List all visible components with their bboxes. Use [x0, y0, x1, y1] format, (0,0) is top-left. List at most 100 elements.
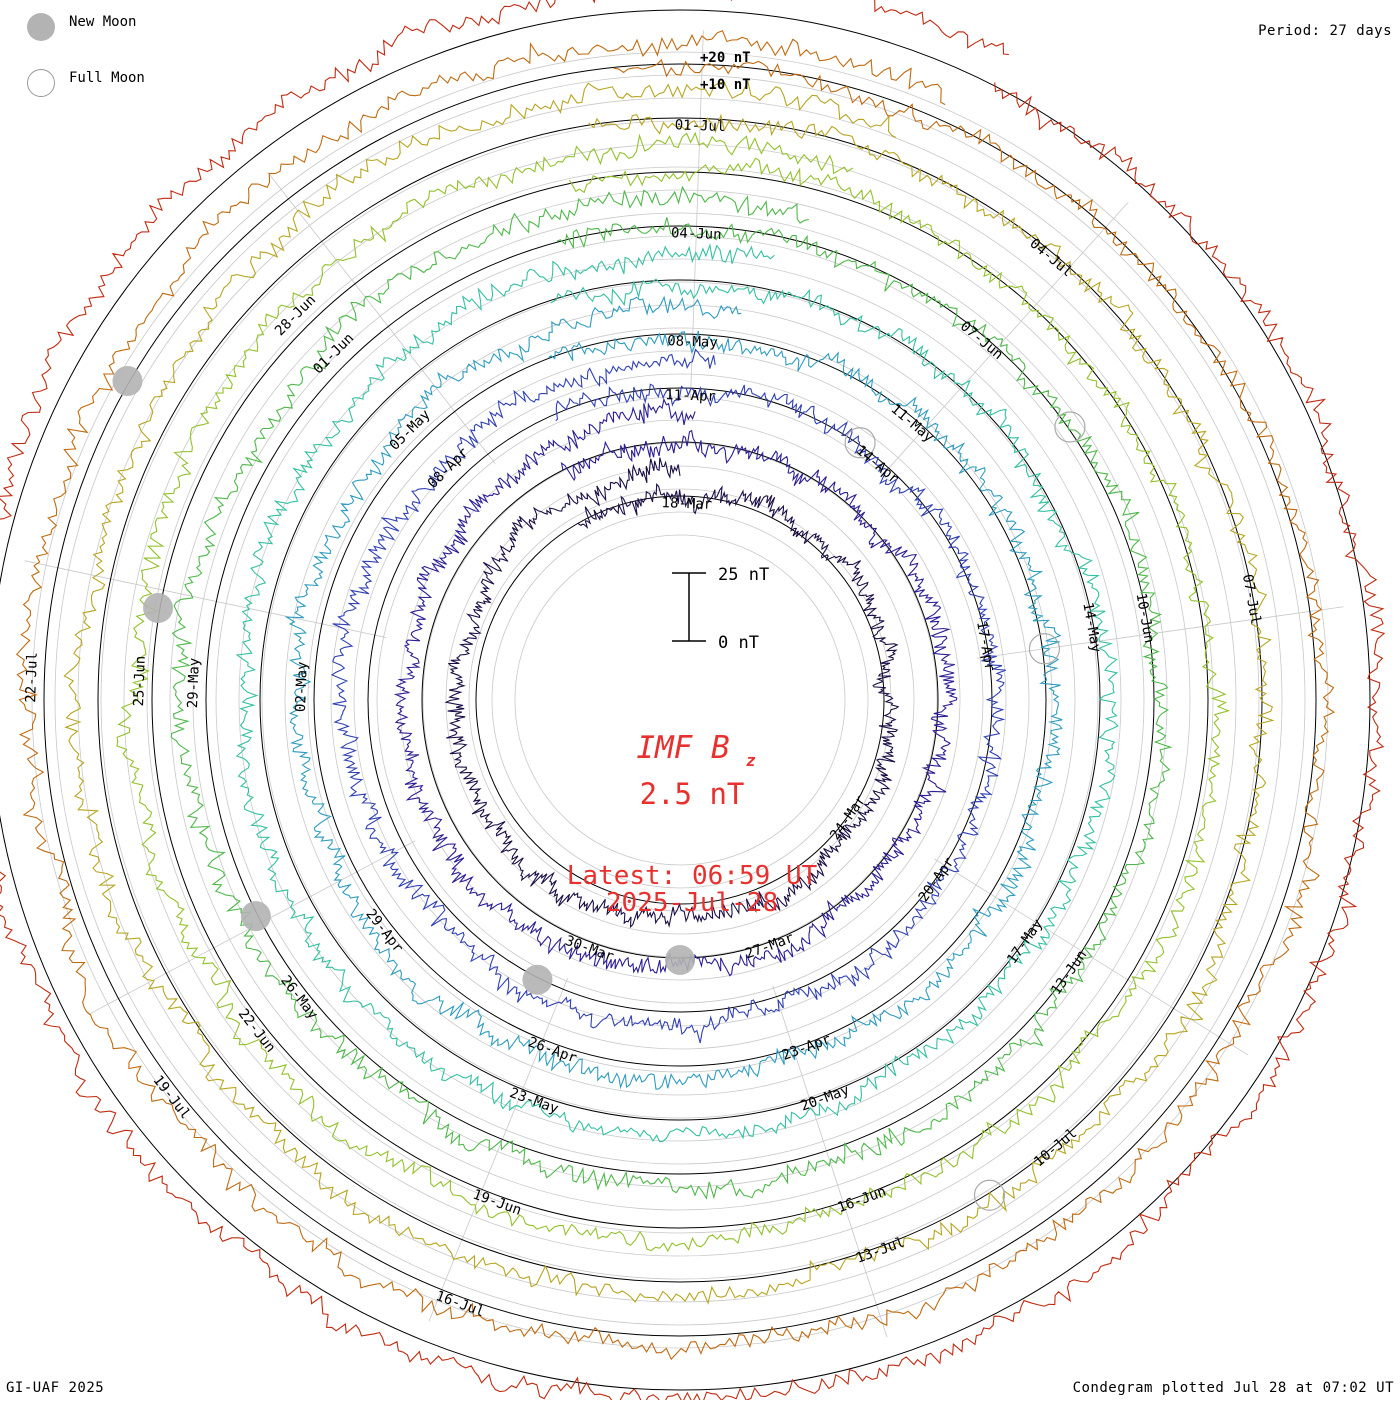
- date-label: 22-Jul: [23, 652, 41, 703]
- date-label: 08-Apr: [425, 445, 472, 492]
- grid-ring: [215, 235, 1145, 1165]
- grid-ring: [399, 419, 961, 981]
- date-label: 05-May: [387, 407, 434, 454]
- grid-ring: [238, 258, 1122, 1142]
- date-label: 18-Mar: [661, 495, 712, 513]
- zero-ring: [367, 387, 993, 1013]
- date-label: 07-Jun: [957, 318, 1006, 363]
- grid-ring: [445, 465, 915, 935]
- grid-spoke: [977, 606, 1344, 659]
- grid-spoke: [880, 201, 1129, 478]
- center-title: IMF B z 2.5 nT Latest: 06:59 UT 2025-Jul…: [567, 730, 818, 918]
- grid-ring: [100, 120, 1260, 1280]
- zero-ring: [259, 279, 1101, 1121]
- date-label: 23-Apr: [780, 1032, 833, 1064]
- date-label: 20-Apr: [916, 854, 958, 905]
- date-label: 19-Jul: [149, 1072, 193, 1122]
- date-label: 01-Jul: [674, 117, 725, 135]
- grid-spoke: [267, 171, 496, 464]
- grid-ring: [31, 51, 1329, 1349]
- full-moon-marker: [1028, 633, 1061, 665]
- full-moon-marker: [844, 427, 876, 459]
- date-label: 29-Apr: [362, 906, 406, 956]
- bz-track-rotation-5: [170, 185, 1173, 1200]
- date-label: 13-Jun: [1048, 947, 1090, 998]
- date-label: 10-Jun: [1132, 592, 1157, 645]
- bz-track-rotation-1: [393, 397, 958, 977]
- date-label: 24-Mar: [827, 792, 869, 843]
- date-label: 04-Jul: [1026, 236, 1075, 281]
- grid-ring: [353, 373, 1007, 1027]
- legend-full-moon: Full Moon: [27, 69, 145, 97]
- ring-label-10nt: +10 nT: [700, 77, 751, 93]
- new-moon-icon: [27, 13, 55, 41]
- grid-ring: [307, 327, 1053, 1073]
- date-label: 16-Jul: [434, 1288, 487, 1320]
- date-label: 16-Jun: [835, 1184, 888, 1216]
- date-label: 28-Jun: [272, 292, 319, 339]
- date-label: 26-May: [277, 973, 321, 1023]
- ring-label-20nt: +20 nT: [700, 50, 751, 66]
- grid-ring: [330, 350, 1030, 1050]
- zero-ring: [0, 9, 1371, 1391]
- grid-ring: [146, 166, 1214, 1234]
- grid-ring: [77, 97, 1283, 1303]
- date-label: 08-May: [667, 333, 718, 351]
- bz-track-rotation-6: [116, 131, 1231, 1253]
- latest-time: Latest: 06:59 UT: [567, 861, 818, 891]
- grid-spoke: [428, 978, 568, 1322]
- date-label: 07-Jul: [1239, 573, 1264, 626]
- grid-ring: [491, 511, 869, 889]
- date-label: 22-Jun: [235, 1006, 279, 1056]
- date-label: 17-May: [1004, 916, 1046, 967]
- scale-bar: 25 nT 0 nT: [672, 565, 769, 653]
- grid-ring: [284, 304, 1076, 1096]
- full-moon-icon: [27, 69, 55, 97]
- new-moon-marker: [665, 945, 695, 975]
- latest-date: 2025-Jul-28: [606, 888, 778, 918]
- zero-ring: [151, 171, 1209, 1229]
- date-label: 30-Mar: [563, 933, 616, 965]
- date-label: 25-Jun: [131, 656, 149, 707]
- date-label: 11-Apr: [665, 387, 716, 405]
- date-label: 02-May: [293, 661, 311, 712]
- bz-track-rotation-3: [284, 295, 1063, 1090]
- date-labels-layer: 01-Jul04-Jul07-Jul10-Jul13-Jul16-Jul19-J…: [23, 117, 1263, 1320]
- bz-track-rotation-4: [235, 243, 1119, 1143]
- new-moon-marker: [240, 901, 271, 932]
- grid-ring: [54, 74, 1306, 1326]
- grid-ring: [514, 534, 846, 866]
- moons-layer: [112, 366, 1086, 1211]
- grid-ring: [169, 189, 1191, 1211]
- grid-layer: [0, 9, 1371, 1391]
- date-label: 14-May: [1079, 601, 1104, 654]
- new-moon-marker: [522, 964, 553, 995]
- footer-plotted: Condegram plotted Jul 28 at 07:02 UT: [1072, 1380, 1394, 1396]
- grid-spoke: [24, 560, 387, 639]
- date-label: 27-Mar: [743, 930, 796, 962]
- scale-bar-bottom-label: 0 nT: [718, 633, 759, 653]
- grid-spoke: [690, 30, 704, 401]
- full-moon-marker: [1054, 411, 1086, 443]
- legend-full-moon-label: Full Moon: [69, 70, 145, 86]
- footer-credit: GI-UAF 2025: [6, 1380, 105, 1396]
- date-label: 04-Jun: [671, 225, 722, 243]
- center-title-main: IMF B: [636, 730, 729, 766]
- new-moon-marker: [143, 592, 174, 623]
- new-moon-marker: [112, 366, 143, 396]
- date-label: 29-May: [185, 657, 203, 708]
- zero-ring: [205, 225, 1155, 1175]
- date-label: 14-Apr: [853, 442, 902, 487]
- zero-ring: [97, 117, 1263, 1283]
- scale-bar-top-label: 25 nT: [718, 565, 769, 585]
- date-label: 17-Apr: [973, 620, 998, 673]
- legend-new-moon: New Moon: [27, 13, 136, 41]
- zero-ring: [43, 63, 1317, 1337]
- bz-track-rotation-2: [330, 348, 1006, 1044]
- full-moon-marker: [973, 1179, 1006, 1211]
- period-label: Period: 27 days: [1258, 23, 1392, 39]
- date-label: 23-May: [507, 1085, 560, 1117]
